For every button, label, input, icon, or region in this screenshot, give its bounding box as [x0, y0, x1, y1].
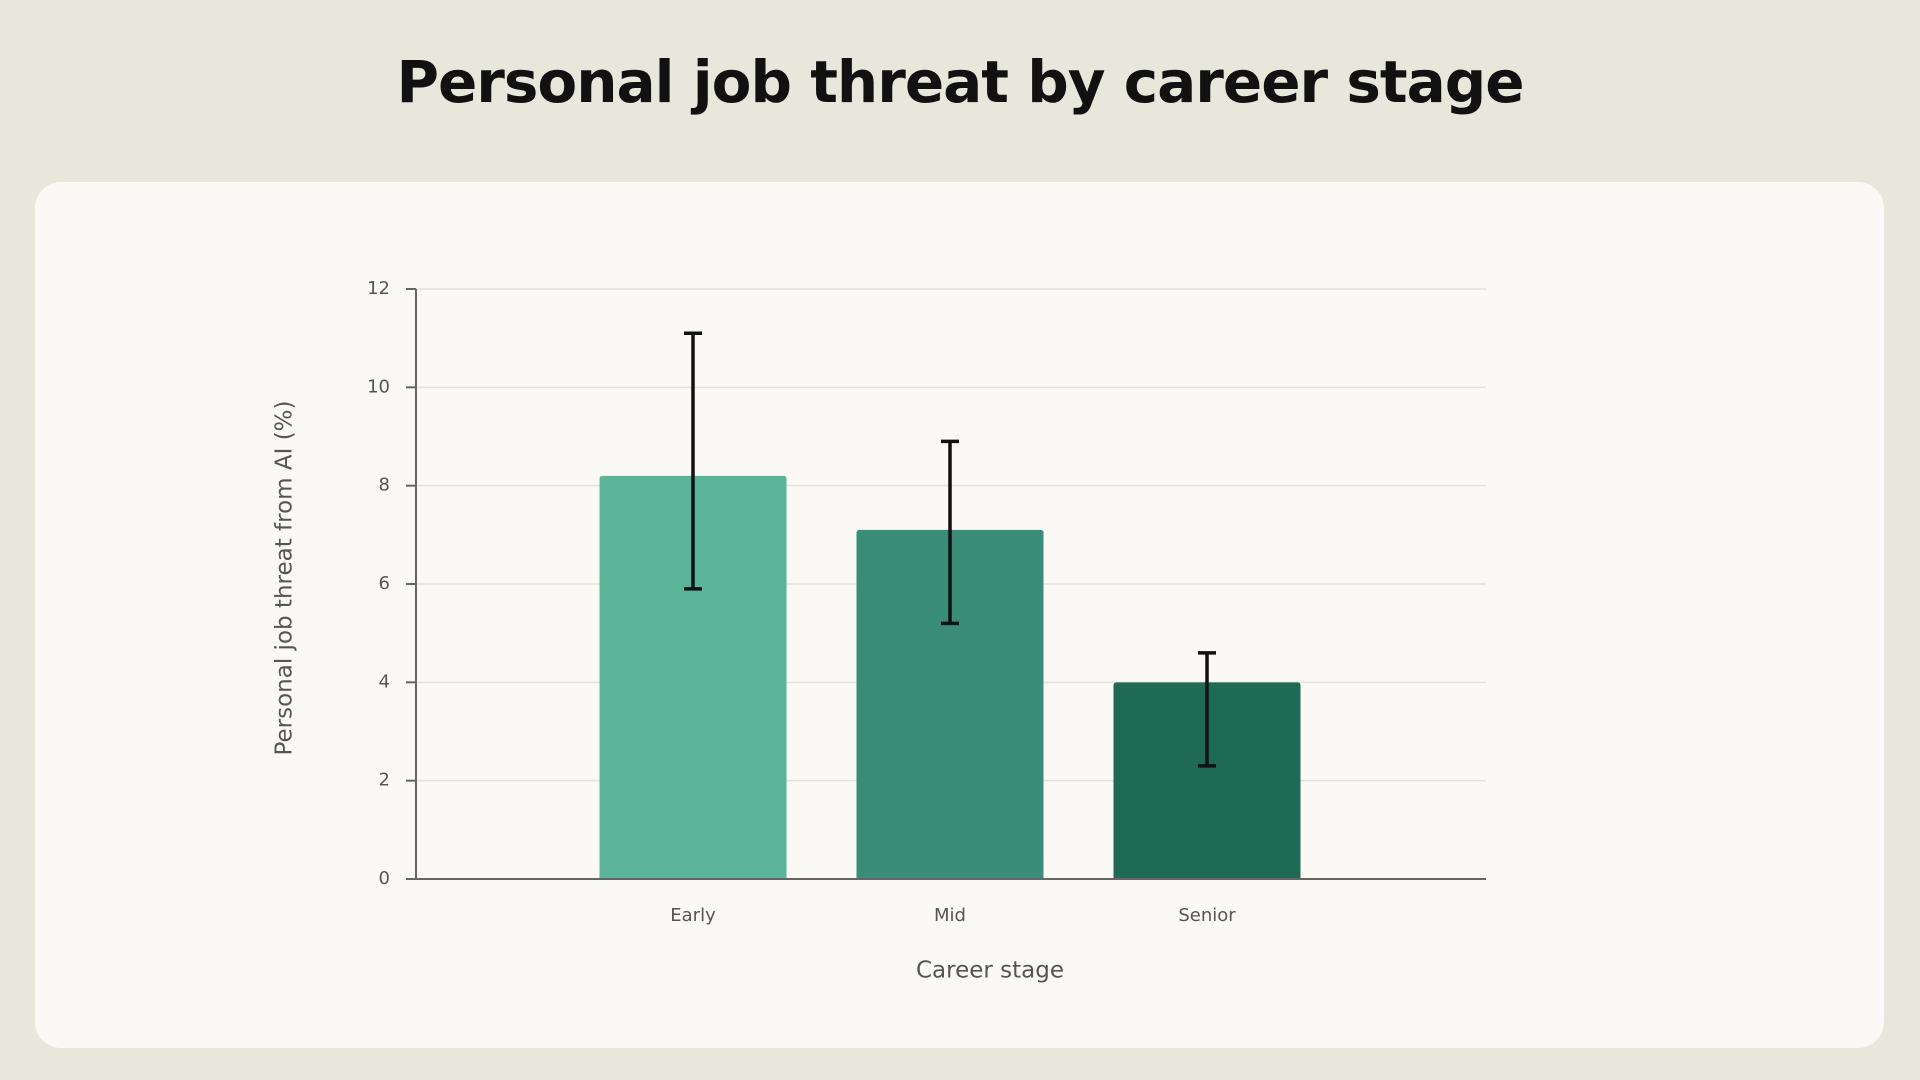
x-tick-label: Early — [670, 905, 716, 926]
y-tick-label: 12 — [367, 278, 390, 299]
error-bar — [684, 331, 702, 591]
y-tick-label: 0 — [379, 868, 390, 889]
x-tick-label: Mid — [934, 905, 966, 926]
y-tick-label: 8 — [379, 475, 390, 496]
bar — [599, 475, 787, 879]
bar — [856, 529, 1044, 879]
y-axis-label: Personal job threat from AI (%) — [272, 400, 298, 755]
x-axis-label: Career stage — [916, 958, 1064, 984]
y-tick-label: 6 — [379, 573, 390, 594]
error-bar — [1198, 651, 1216, 768]
x-tick-label: Senior — [1178, 905, 1236, 926]
chart-title: Personal job threat by career stage — [396, 48, 1524, 116]
bar — [1113, 682, 1301, 879]
error-bar — [941, 439, 959, 626]
y-tick-label: 10 — [367, 376, 390, 397]
y-tick-label: 2 — [379, 770, 390, 791]
y-tick-label: 4 — [379, 671, 390, 692]
